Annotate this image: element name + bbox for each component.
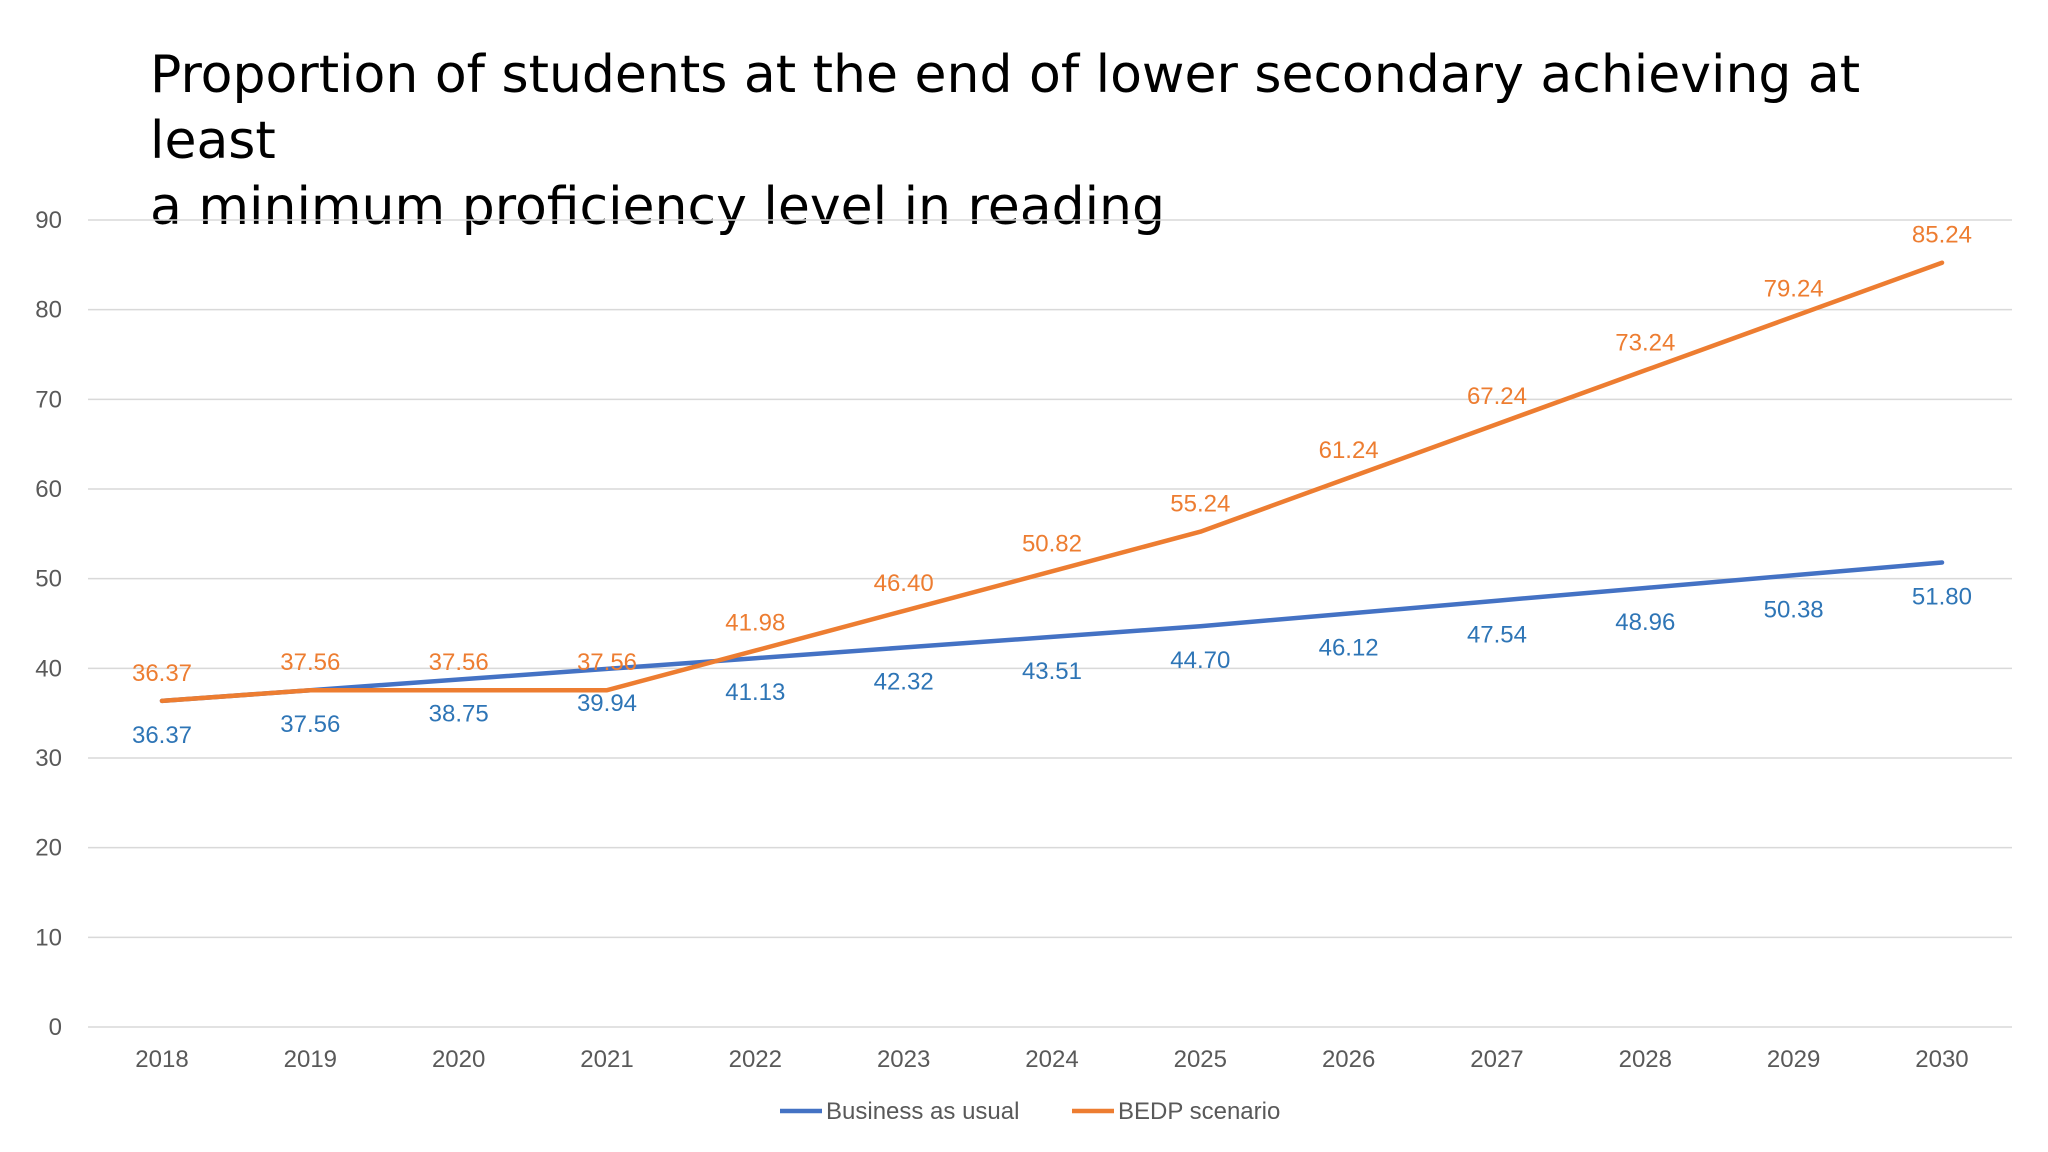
y-tick-label: 60 [35, 476, 62, 503]
data-label: 51.80 [1912, 584, 1972, 611]
data-label: 46.12 [1319, 634, 1379, 661]
data-label: 37.56 [280, 711, 340, 738]
data-label: 48.96 [1615, 609, 1675, 636]
data-label: 41.98 [725, 610, 785, 637]
y-tick-label: 90 [35, 207, 62, 234]
y-tick-label: 50 [35, 566, 62, 593]
x-tick-label: 2020 [432, 1046, 485, 1073]
x-tick-label: 2030 [1915, 1046, 1968, 1073]
data-label: 61.24 [1319, 437, 1379, 464]
chart-title-line-1: Proportion of students at the end of low… [150, 45, 1861, 171]
x-tick-label: 2019 [284, 1046, 337, 1073]
gridlines [88, 219, 2012, 1028]
data-label: 42.32 [874, 669, 934, 696]
data-label: 79.24 [1764, 275, 1824, 302]
chart-title-line-2: a minimum proficiency level in reading [150, 177, 1166, 237]
x-tick-label: 2025 [1174, 1046, 1227, 1073]
chart-title: Proportion of students at the end of low… [150, 42, 2000, 240]
data-label: 50.82 [1022, 530, 1082, 557]
data-label: 55.24 [1170, 491, 1230, 518]
data-label: 36.37 [132, 660, 192, 687]
x-tick-label: 2029 [1767, 1046, 1820, 1073]
x-tick-label: 2022 [729, 1046, 782, 1073]
y-tick-label: 80 [35, 297, 62, 324]
series-line-business-as-usual [159, 560, 1945, 704]
data-label: 41.13 [725, 679, 785, 706]
data-label: 85.24 [1912, 222, 1972, 249]
x-tick-label: 2026 [1322, 1046, 1375, 1073]
data-label: 39.94 [577, 690, 637, 717]
y-tick-label: 40 [35, 655, 62, 682]
y-tick-label: 30 [35, 745, 62, 772]
x-tick-label: 2021 [580, 1046, 633, 1073]
data-label: 46.40 [874, 570, 934, 597]
x-tick-label: 2023 [877, 1046, 930, 1073]
x-tick-label: 2027 [1470, 1046, 1523, 1073]
x-tick-label: 2028 [1619, 1046, 1672, 1073]
y-tick-label: 20 [35, 835, 62, 862]
data-label: 37.56 [280, 649, 340, 676]
y-tick-label: 10 [35, 924, 62, 951]
data-label: 37.56 [577, 649, 637, 676]
data-label: 47.54 [1467, 622, 1527, 649]
x-tick-label: 2024 [1025, 1046, 1078, 1073]
y-tick-label: 0 [49, 1014, 62, 1041]
data-label: 73.24 [1615, 329, 1675, 356]
legend-label: Business as usual [826, 1098, 1019, 1125]
series-line-bedp-scenario [159, 260, 1945, 704]
data-label: 36.37 [132, 722, 192, 749]
data-label: 44.70 [1170, 647, 1230, 674]
data-label: 50.38 [1764, 596, 1824, 623]
data-label: 37.56 [429, 649, 489, 676]
x-tick-label: 2018 [135, 1046, 188, 1073]
legend: Business as usual BEDP scenario [780, 1098, 1280, 1125]
data-label: 67.24 [1467, 383, 1527, 410]
series-lines [159, 260, 1945, 704]
legend-label: BEDP scenario [1118, 1098, 1280, 1125]
y-axis-tick-labels: 0 10 20 30 40 50 60 70 80 90 [35, 207, 62, 1041]
x-axis-tick-labels: 2018 2019 2020 2021 2022 2023 2024 2025 2026 2027… [135, 1046, 1968, 1073]
data-label: 43.51 [1022, 658, 1082, 685]
data-labels: 36.37 37.56 38.75 39.94 41.13 42.32 43.51 44.70… [132, 222, 1972, 749]
y-tick-label: 70 [35, 386, 62, 413]
data-label: 38.75 [429, 701, 489, 728]
